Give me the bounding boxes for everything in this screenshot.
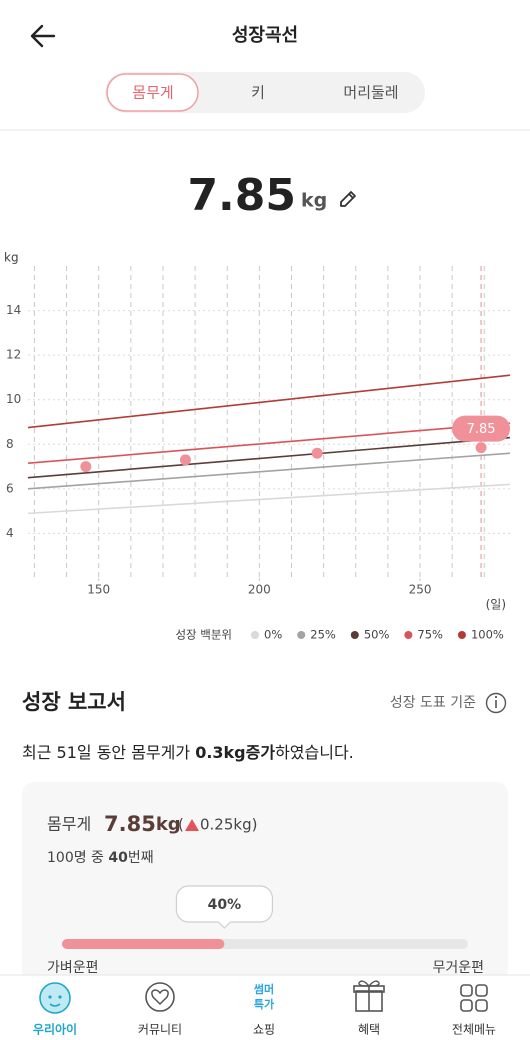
legend-label: 25%: [310, 628, 336, 642]
nav-item[interactable]: 우리아이: [33, 982, 77, 1037]
nav-item[interactable]: 혜택: [353, 980, 385, 1037]
value-label-bg: [452, 415, 511, 442]
legend-swatch: [297, 631, 306, 639]
bottom-nav: [0, 975, 530, 1040]
nav-item[interactable]: 커뮤니티: [138, 982, 182, 1037]
shop-badge: 썸머: [254, 982, 274, 996]
x-tick-label: 250: [409, 583, 432, 597]
legend-swatch: [404, 631, 413, 639]
basis-label: 성장 도표 기준: [390, 695, 476, 711]
rank-fill: [62, 939, 225, 949]
legend-swatch: [457, 631, 466, 639]
measurement-point: [311, 447, 323, 459]
legend-swatch: [350, 631, 359, 639]
nav-item[interactable]: 전체메뉴: [452, 984, 496, 1037]
tab[interactable]: 몸무게: [132, 84, 173, 102]
tab-active-bg: [106, 73, 199, 112]
rank-text: 100명 중 40번째: [47, 850, 154, 866]
scale-right: 무거운편: [432, 960, 484, 976]
sentence-part: 하였습니다.: [275, 743, 354, 762]
y-tick-label: 8: [6, 437, 14, 451]
edit-button[interactable]: [340, 191, 356, 207]
info-button[interactable]: [485, 692, 507, 714]
x-axis-label: (일): [486, 598, 506, 612]
tab[interactable]: 키: [251, 84, 265, 102]
back-button[interactable]: [30, 24, 56, 48]
rank-part: 번째: [128, 850, 154, 866]
percentile-line: [27, 483, 511, 515]
legend-label: 100%: [471, 628, 504, 642]
change-open: (: [178, 816, 184, 834]
legend-label: 0%: [264, 628, 282, 642]
card-change: 0.25kg): [200, 816, 257, 834]
nav-label[interactable]: 전체메뉴: [452, 1023, 496, 1037]
rank-bubble: [175, 885, 273, 929]
y-tick-label: 14: [6, 303, 21, 317]
current-unit: kg: [301, 190, 327, 212]
legend-label: 75%: [417, 628, 443, 642]
sentence-part: 최근 51일 동안 몸무게가: [22, 743, 195, 762]
current-value: 7.85: [187, 170, 296, 221]
card-number: 7.85: [104, 812, 156, 836]
percentile-line: [27, 452, 511, 490]
percentile-line: [27, 422, 511, 465]
shop-badge: 특가: [254, 997, 274, 1011]
growth-chart: kg (일) 4 6 8 10 12 14 150 200 250 7.85 성장 백분위 0% 25% 50…: [4, 251, 511, 642]
x-tick-label: 150: [87, 583, 110, 597]
nav-label[interactable]: 쇼핑: [253, 1023, 275, 1037]
up-arrow: [185, 819, 199, 831]
measurement-point: [80, 461, 92, 473]
rank-bubble-label: 40%: [208, 897, 242, 913]
legend-label: 50%: [364, 628, 390, 642]
value-label: 7.85: [467, 422, 496, 437]
measurement-point: [475, 442, 487, 454]
y-tick-label: 12: [6, 348, 21, 362]
card-unit: kg: [156, 814, 181, 835]
rank-part: 100명 중: [47, 850, 108, 866]
card-value: 7.85kg: [104, 812, 181, 836]
card-label: 몸무게: [47, 815, 91, 834]
page-title: 성장곡선: [232, 25, 298, 46]
rank-number: 40: [108, 850, 128, 866]
nav-item[interactable]: 썸머 특가 쇼핑: [253, 982, 275, 1037]
section-title: 성장 보고서: [22, 690, 126, 714]
y-tick-label: 4: [6, 526, 14, 540]
scale-left: 가벼운편: [47, 960, 99, 976]
nav-label[interactable]: 우리아이: [33, 1022, 77, 1037]
tab[interactable]: 머리둘레: [343, 84, 398, 102]
sentence-highlight: 0.3kg증가: [195, 743, 275, 762]
nav-label[interactable]: 커뮤니티: [138, 1023, 182, 1037]
y-tick-label: 6: [6, 481, 14, 495]
y-axis-label: kg: [4, 251, 19, 265]
nav-label[interactable]: 혜택: [358, 1023, 380, 1037]
measurement-point: [179, 454, 191, 466]
x-tick-label: 200: [248, 583, 271, 597]
percentile-line: [27, 436, 511, 479]
percentile-line: [27, 374, 511, 429]
report-sentence: 최근 51일 동안 몸무게가 0.3kg증가하였습니다.: [22, 743, 354, 762]
legend-title: 성장 백분위: [175, 628, 232, 642]
rank-bar: 40%: [62, 885, 468, 949]
y-tick-label: 10: [6, 392, 21, 406]
legend-swatch: [251, 631, 259, 639]
